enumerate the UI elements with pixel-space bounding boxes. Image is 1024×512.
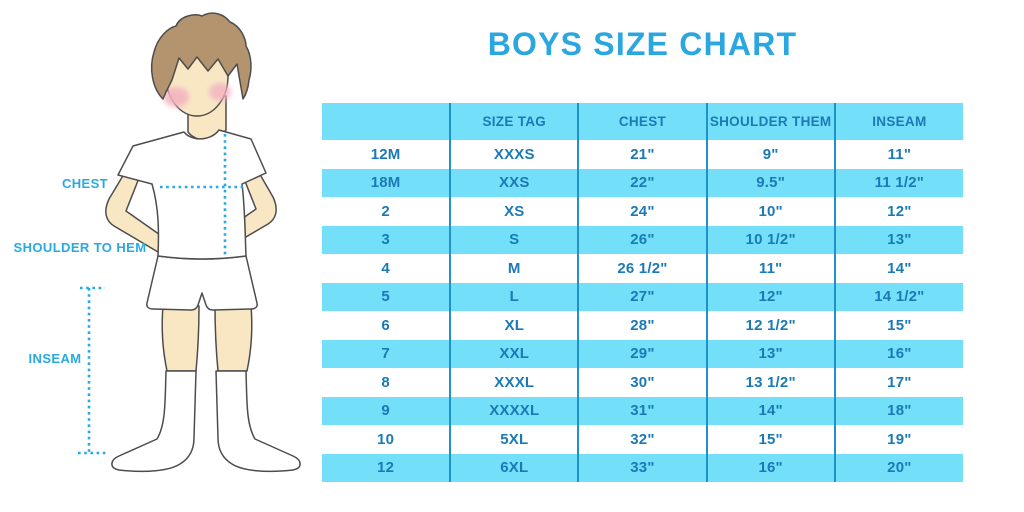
hair-shape (151, 12, 252, 100)
table-row: 18M XXS 22" 9.5" 11 1/2" (322, 168, 963, 197)
cell-size: 2 (381, 202, 390, 220)
boy-illustration (78, 12, 301, 473)
cell-inseam: 11" (833, 140, 963, 169)
cell-inseam: 14" (833, 254, 963, 283)
shoulder-to-hem-label: SHOULDER TO HEM (13, 240, 147, 255)
cell-size-tag: XXXS (449, 140, 579, 169)
sock-right (215, 370, 301, 473)
sock-left (111, 370, 197, 473)
cell-size-tag: XXXXL (449, 396, 579, 425)
cell-size: 18M (322, 168, 451, 197)
table-row: 2 XS 24" 10" 12" (322, 197, 963, 226)
table-row: 8 XXXL 30" 13 1/2" 17" (322, 368, 963, 397)
cell-size-tag: XS (449, 197, 579, 226)
cell-size: 12 (322, 453, 451, 482)
cell-shoulder: 13" (705, 339, 835, 368)
table-row: 10 5XL 32" 15" 19" (322, 425, 963, 454)
cell-shoulder: 9" (705, 140, 835, 169)
cell-inseam: 19" (833, 425, 963, 454)
cell-shoulder: 10 1/2" (705, 225, 835, 254)
cell-size-tag: 5XL (449, 425, 579, 454)
table-row: 12 6XL 33" 16" 20" (322, 453, 963, 482)
cell-chest: 31" (577, 396, 707, 425)
cell-inseam: 12" (833, 197, 963, 226)
cell-chest: 32" (577, 425, 707, 454)
arm-left (105, 153, 164, 253)
cell-size-tag: M (449, 254, 579, 283)
cell-shoulder: 16" (705, 453, 835, 482)
cell-inseam: 13" (833, 225, 963, 254)
leg-right (214, 305, 253, 372)
cell-size: 5 (322, 282, 451, 311)
cell-chest: 24" (577, 197, 707, 226)
cell-size-tag: XXL (449, 339, 579, 368)
table-row: 4 M 26 1/2" 11" 14" (322, 254, 963, 283)
cell-shoulder: 13 1/2" (705, 368, 835, 397)
cell-shoulder: 11" (705, 254, 835, 283)
header-cell-chest: CHEST (577, 103, 707, 140)
table-row: 12M XXXS 21" 9" 11" (322, 140, 963, 169)
header-cell-shoulder: SHOULDER THEM (705, 103, 835, 140)
cell-chest: 30" (577, 368, 707, 397)
table-row: 7 XXL 29" 13" 16" (322, 339, 963, 368)
cell-shoulder: 12 1/2" (705, 311, 835, 340)
cell-chest: 26" (577, 225, 707, 254)
cell-chest: 26 1/2" (577, 254, 707, 283)
table-row: 9 XXXXL 31" 14" 18" (322, 396, 963, 425)
cell-size: 10 (377, 430, 395, 448)
header-cell-blank (322, 103, 451, 140)
cell-size: 9 (322, 396, 451, 425)
cell-size-tag: XXXL (449, 368, 579, 397)
chest-label: CHEST (61, 176, 109, 191)
cell-chest: 22" (577, 168, 707, 197)
cell-chest: 33" (577, 453, 707, 482)
tshirt-shape (117, 129, 267, 260)
cell-shoulder: 14" (705, 396, 835, 425)
cell-size: 7 (322, 339, 451, 368)
leg-left (161, 305, 200, 372)
cell-chest: 21" (577, 140, 707, 169)
cell-chest: 27" (577, 282, 707, 311)
table-row: 6 XL 28" 12 1/2" 15" (322, 311, 963, 340)
cell-inseam: 17" (833, 368, 963, 397)
header-cell-size-tag: SIZE TAG (449, 103, 579, 140)
cell-inseam: 18" (833, 396, 963, 425)
header-cell-inseam: INSEAM (833, 103, 963, 140)
cell-chest: 28" (577, 311, 707, 340)
cell-inseam: 14 1/2" (833, 282, 963, 311)
cell-inseam: 20" (833, 453, 963, 482)
cheek-right (209, 83, 231, 101)
size-table: SIZE TAG CHEST SHOULDER THEM INSEAM 12M … (322, 103, 963, 482)
cell-shoulder: 15" (705, 425, 835, 454)
cheek-left (163, 87, 189, 107)
cell-size-tag: 6XL (449, 453, 579, 482)
cell-shoulder: 9.5" (705, 168, 835, 197)
cell-inseam: 11 1/2" (833, 168, 963, 197)
shorts-shape (146, 255, 258, 311)
inseam-label: INSEAM (28, 351, 82, 366)
table-header-row: SIZE TAG CHEST SHOULDER THEM INSEAM (322, 103, 963, 140)
cell-size-tag: L (449, 282, 579, 311)
cell-shoulder: 12" (705, 282, 835, 311)
cell-inseam: 15" (833, 311, 963, 340)
cell-size: 3 (322, 225, 451, 254)
cell-size: 12M (370, 145, 401, 163)
cell-inseam: 16" (833, 339, 963, 368)
cell-size-tag: XXS (449, 168, 579, 197)
cell-chest: 29" (577, 339, 707, 368)
table-row: 3 S 26" 10 1/2" 13" (322, 225, 963, 254)
page-title: BOYS SIZE CHART (487, 26, 798, 62)
cell-size: 8 (381, 373, 390, 391)
cell-size-tag: S (449, 225, 579, 254)
cell-size: 6 (381, 316, 390, 334)
cell-size-tag: XL (449, 311, 579, 340)
cell-size: 4 (381, 259, 390, 277)
cell-shoulder: 10" (705, 197, 835, 226)
table-row: 5 L 27" 12" 14 1/2" (322, 282, 963, 311)
